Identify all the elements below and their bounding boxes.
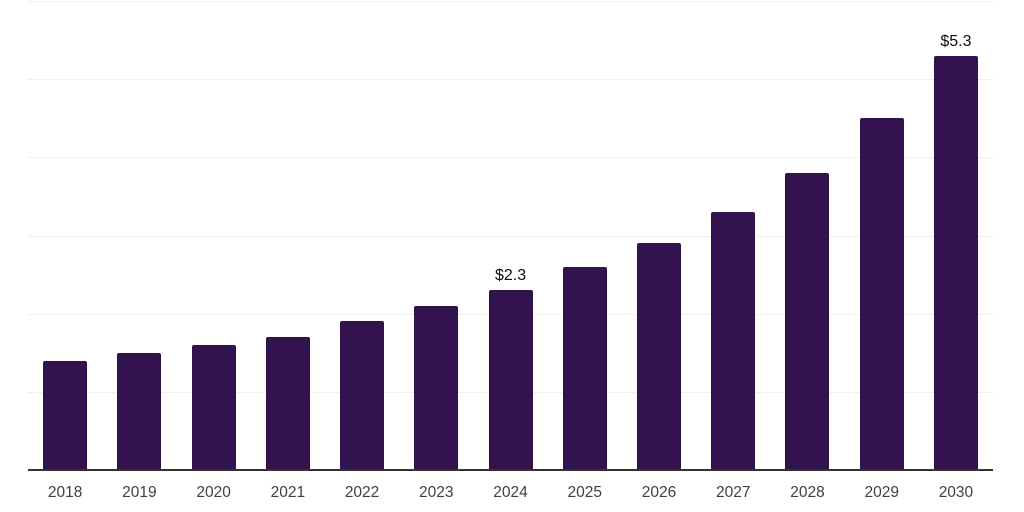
bar-value-label: $5.3 bbox=[940, 32, 972, 50]
bar-slot bbox=[770, 1, 844, 470]
bar-2020 bbox=[191, 344, 236, 470]
x-axis-labels: 2018 2019 2020 2021 2022 2023 2024 2025 2026 2027… bbox=[28, 471, 993, 502]
bar-slot bbox=[696, 1, 770, 470]
bar-slot bbox=[176, 1, 250, 470]
x-tick-label: 2020 bbox=[196, 484, 231, 501]
gridline bbox=[28, 235, 993, 237]
x-tick-label: 2030 bbox=[938, 484, 974, 501]
x-tick-label: 2025 bbox=[567, 484, 602, 501]
bar-2028 bbox=[785, 172, 830, 470]
x-tick-label: 2026 bbox=[641, 484, 677, 501]
bar-slot bbox=[548, 1, 622, 470]
bar-2025 bbox=[562, 266, 607, 470]
bar-2024: $2.3 bbox=[488, 267, 533, 470]
bar-slot bbox=[399, 1, 473, 470]
bar-slot bbox=[102, 1, 176, 470]
x-tick-label: 2018 bbox=[47, 484, 83, 501]
x-tick-label: 2028 bbox=[790, 484, 825, 501]
bar-2029 bbox=[859, 118, 904, 470]
x-tick-label: 2024 bbox=[493, 484, 528, 501]
bar-slot bbox=[251, 1, 325, 470]
x-tick-label: 2023 bbox=[419, 484, 454, 501]
bar-2030: $5.3 bbox=[933, 33, 978, 470]
bar-slot bbox=[622, 1, 696, 470]
bar-slot bbox=[28, 1, 102, 470]
plot-area: $2.3 $5.3 bbox=[28, 1, 993, 471]
bars-layer: $2.3 $5.3 bbox=[28, 1, 993, 470]
gridline bbox=[28, 157, 993, 159]
bar-2027 bbox=[711, 212, 756, 470]
gridline bbox=[28, 1, 993, 2]
bar-slot bbox=[845, 1, 919, 470]
x-tick-label: 2022 bbox=[344, 484, 380, 501]
bar-value-label: $2.3 bbox=[494, 267, 527, 285]
bar-2021 bbox=[265, 337, 310, 470]
bar-2019 bbox=[117, 352, 162, 470]
x-tick-label: 2021 bbox=[270, 484, 306, 501]
x-axis-line bbox=[28, 469, 993, 471]
x-tick-label: 2029 bbox=[864, 484, 899, 501]
bar-slot: $5.3 bbox=[919, 1, 993, 470]
bar-2018 bbox=[43, 360, 88, 470]
bar-slot: $2.3 bbox=[473, 1, 547, 470]
bar-2023 bbox=[414, 305, 459, 470]
bar-2026 bbox=[636, 243, 681, 470]
bar-slot bbox=[325, 1, 399, 470]
x-tick-label: 2019 bbox=[122, 484, 157, 501]
x-tick-label: 2027 bbox=[715, 484, 751, 501]
bar-2022 bbox=[340, 321, 385, 470]
gridline bbox=[28, 79, 993, 81]
